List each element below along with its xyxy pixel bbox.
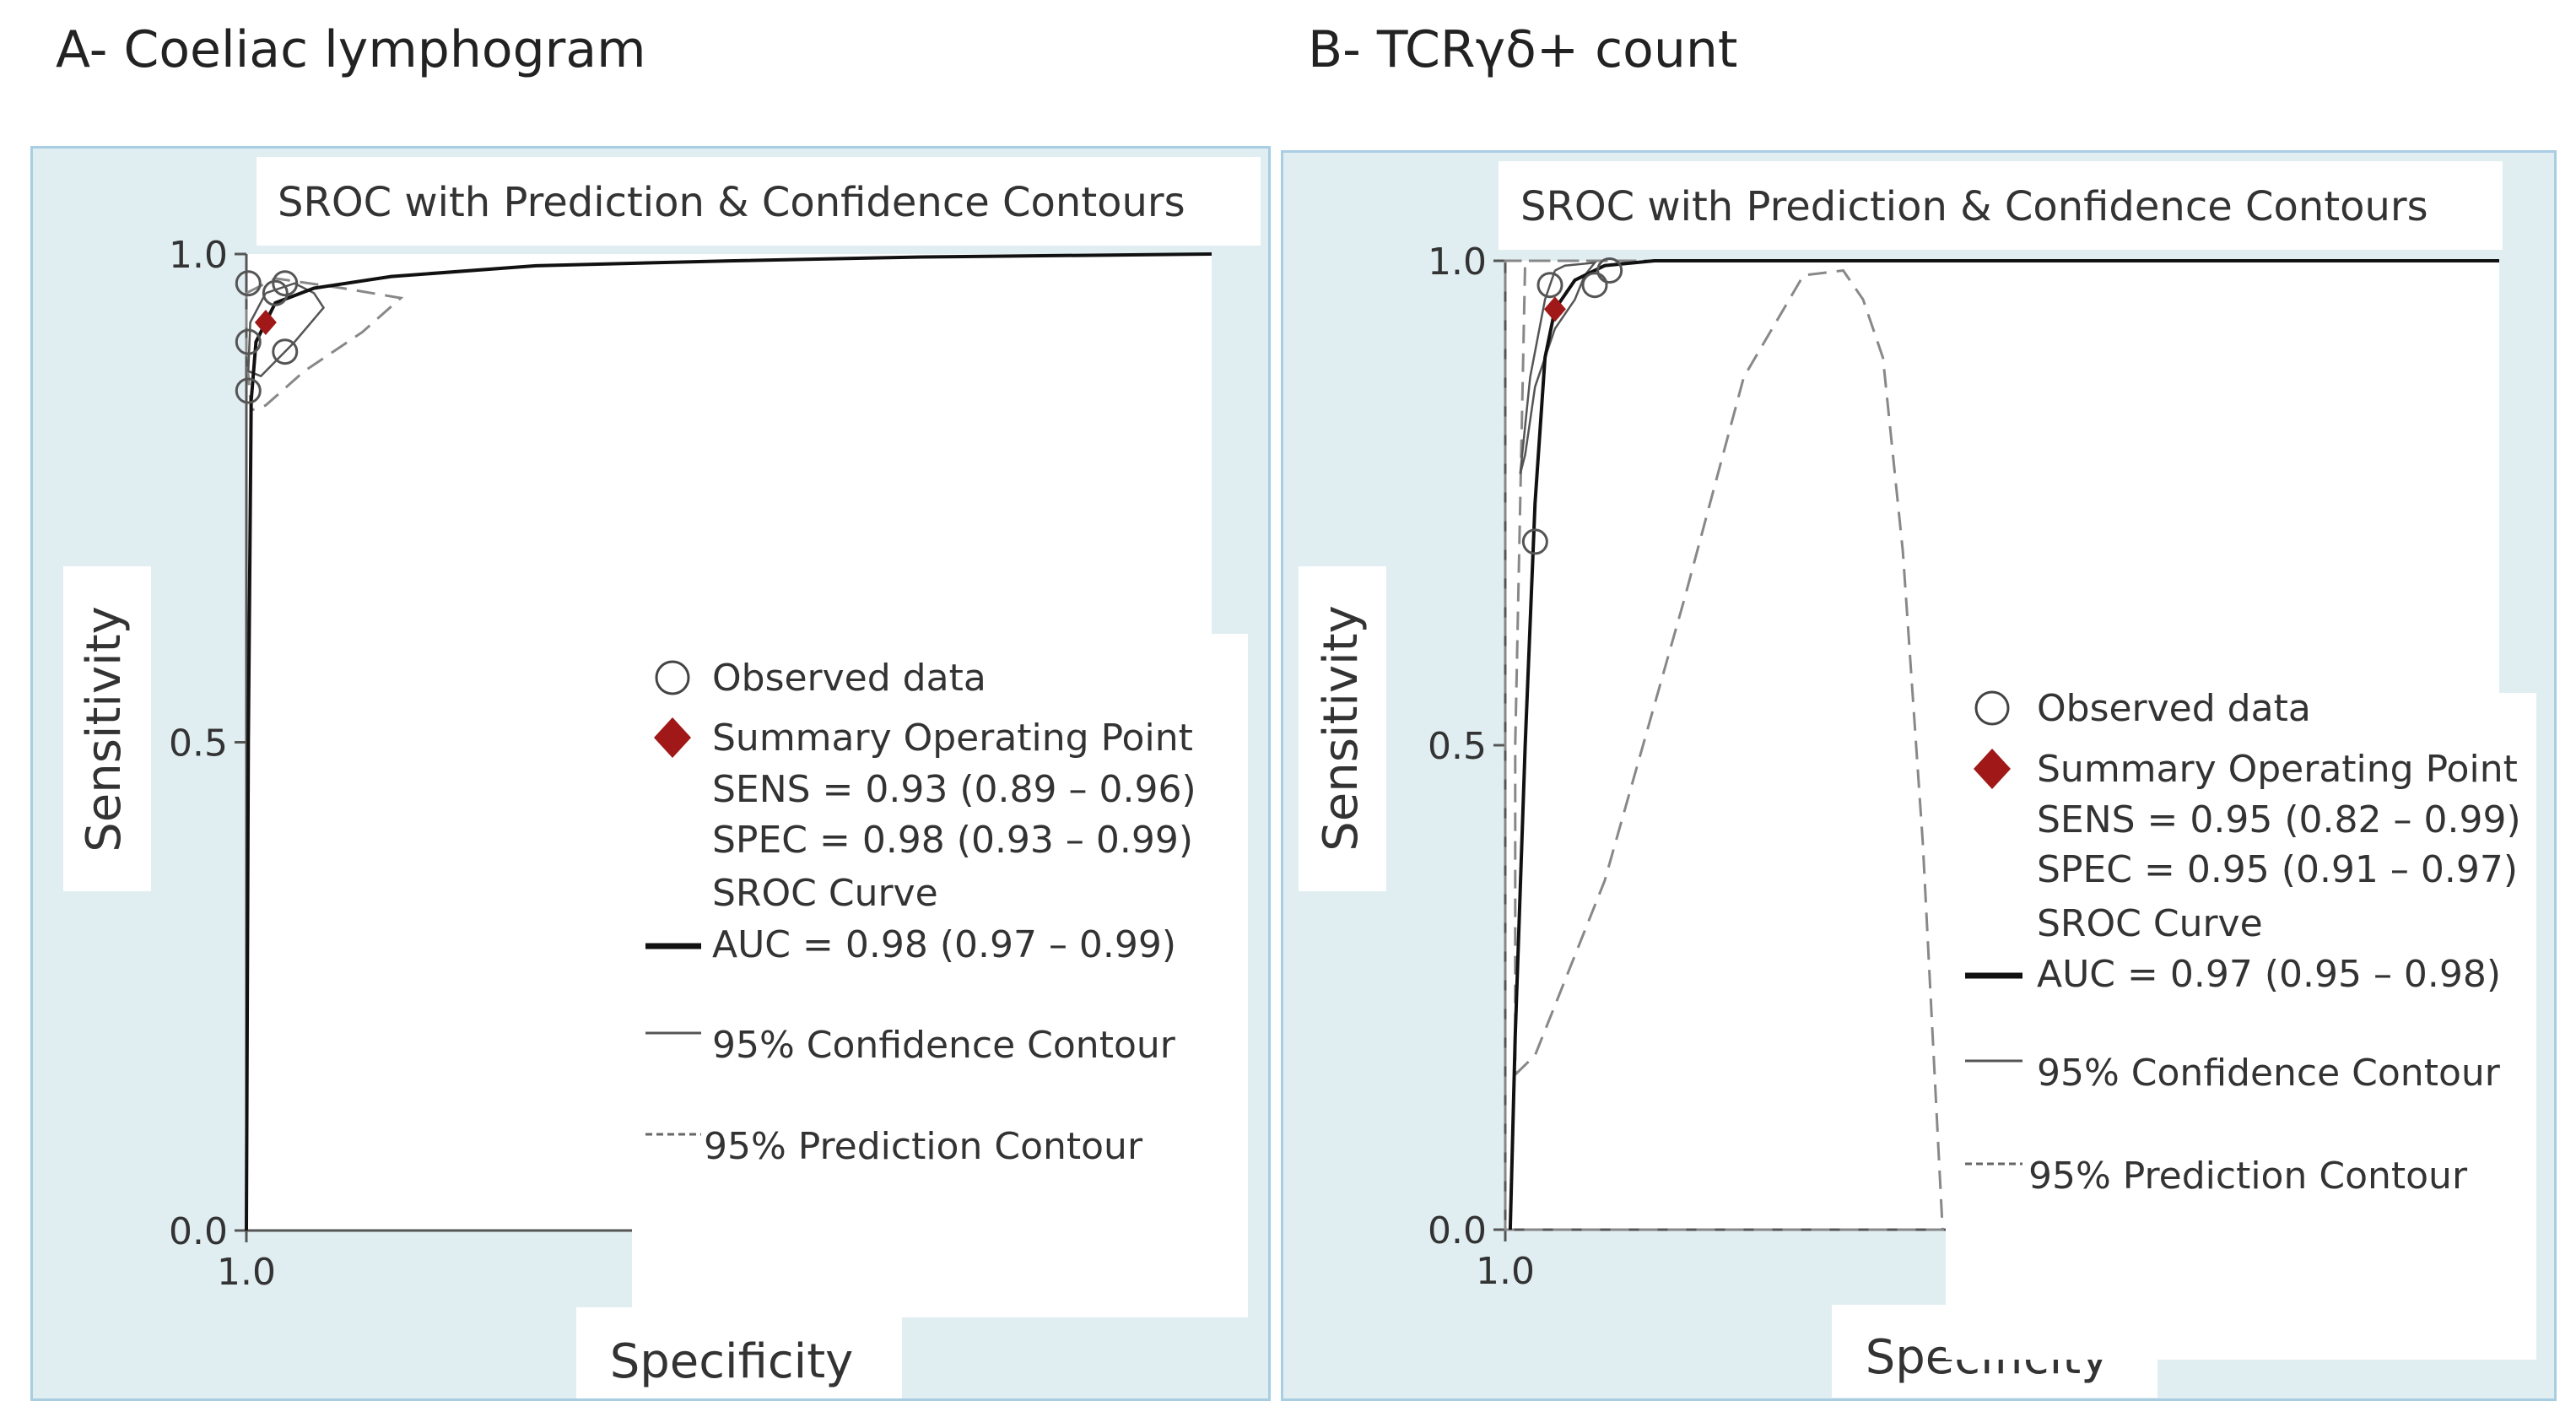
- y-axis-label: Sensitivity: [77, 606, 132, 852]
- y-tick-label: 0.5: [1428, 725, 1487, 768]
- legend-auc-label: AUC = 0.97 (0.95 – 0.98): [2037, 953, 2501, 996]
- observed-data-point: [272, 270, 299, 297]
- chart-title-box: [1499, 161, 2503, 250]
- observed-data-point: [1521, 528, 1548, 555]
- panel-b-chart: SROC with Prediction & Confidence Contou…: [1281, 150, 2557, 1401]
- y-tick-label: 0.0: [1428, 1209, 1487, 1252]
- y-tick-label: 0.5: [169, 722, 228, 765]
- legend-summary-label: Summary Operating Point: [2037, 748, 2518, 791]
- legend-observed-marker: [1974, 690, 2010, 726]
- legend-box: [632, 634, 1248, 1317]
- y-axis-label-box: [63, 566, 151, 891]
- observed-data-point: [272, 338, 299, 365]
- y-tick-label: 1.0: [1428, 241, 1487, 284]
- x-tick-label: 1.0: [1476, 1250, 1535, 1293]
- x-axis-label: Specificity: [610, 1334, 854, 1389]
- legend-prediction-label: 95% Prediction Contour: [704, 1125, 1143, 1168]
- y-tick-label: 0.0: [169, 1210, 228, 1253]
- legend-spec-label: SPEC = 0.95 (0.91 – 0.97): [2037, 848, 2518, 891]
- legend-summary-marker: [654, 717, 691, 758]
- summary-operating-point: [254, 309, 277, 335]
- panel-a-chart: SROC with Prediction & Confidence Contou…: [30, 146, 1271, 1401]
- sroc-curve: [245, 252, 1212, 1231]
- panel-a-heading: A- Coeliac lymphogram: [56, 20, 646, 79]
- y-axis-label: Sensitivity: [1314, 605, 1369, 852]
- panel-b-heading: B- TCRγδ+ count: [1308, 20, 1738, 79]
- legend-auc-label: AUC = 0.98 (0.97 – 0.99): [712, 923, 1176, 966]
- summary-operating-point: [1543, 296, 1566, 322]
- legend-confidence-label: 95% Confidence Contour: [712, 1024, 1176, 1067]
- legend-summary-label: Summary Operating Point: [712, 717, 1193, 760]
- observed-data-point: [1596, 257, 1623, 284]
- confidence-contour: [247, 282, 326, 378]
- observed-data-point: [235, 270, 262, 297]
- legend-observed-label: Observed data: [712, 657, 986, 700]
- legend-confidence-label: 95% Confidence Contour: [2037, 1052, 2501, 1095]
- panel-b-svg: SROC with Prediction & Confidence Contou…: [1299, 161, 2536, 1398]
- legend-spec-label: SPEC = 0.98 (0.93 – 0.99): [712, 819, 1193, 862]
- prediction-contour: [245, 277, 404, 413]
- legend-sroc-label: SROC Curve: [2037, 902, 2263, 945]
- legend-sroc-label: SROC Curve: [712, 872, 938, 915]
- legend-observed-label: Observed data: [2037, 687, 2311, 730]
- chart-title: SROC with Prediction & Confidence Contou…: [1520, 183, 2428, 230]
- legend-summary-marker: [1974, 749, 2011, 789]
- observed-data-point: [235, 377, 262, 404]
- panel-a-svg: SROC with Prediction & Confidence Contou…: [63, 157, 1261, 1398]
- legend-observed-marker: [655, 660, 690, 695]
- legend-prediction-label: 95% Prediction Contour: [2028, 1155, 2468, 1198]
- x-axis-label-box: [576, 1307, 902, 1398]
- observed-data-point: [1581, 272, 1608, 299]
- observed-data-point: [262, 279, 289, 306]
- y-axis-label-box: [1299, 566, 1386, 891]
- chart-title-box: [257, 157, 1261, 246]
- observed-data-point: [235, 328, 262, 355]
- sroc-curve: [1508, 259, 2499, 1231]
- x-tick-label: 1.0: [217, 1251, 276, 1294]
- y-tick-label: 1.0: [169, 234, 228, 277]
- chart-title: SROC with Prediction & Confidence Contou…: [278, 179, 1185, 226]
- legend-sens-label: SENS = 0.95 (0.82 – 0.99): [2037, 798, 2521, 841]
- legend-sens-label: SENS = 0.93 (0.89 – 0.96): [712, 768, 1196, 811]
- legend-box: [1946, 693, 2536, 1360]
- observed-data-point: [1536, 272, 1563, 299]
